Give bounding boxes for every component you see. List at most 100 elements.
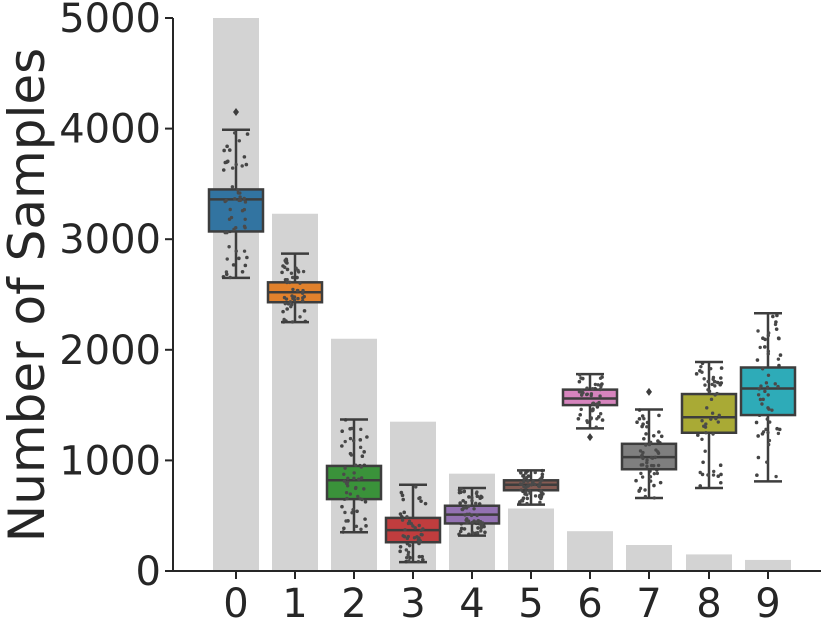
- swarm-point: [527, 489, 532, 493]
- swarm-point: [354, 524, 359, 529]
- swarm-point: [755, 358, 760, 362]
- swarm-point: [400, 518, 405, 522]
- box-9: [739, 312, 797, 483]
- swarm-point: [421, 558, 425, 562]
- bar-0: [213, 18, 259, 571]
- swarm-point: [766, 333, 771, 338]
- swarm-point: [778, 353, 783, 357]
- swarm-point: [766, 442, 771, 447]
- swarm-point: [593, 382, 598, 387]
- swarm-point: [640, 424, 644, 429]
- swarm-point: [650, 456, 655, 460]
- swarm-point: [417, 523, 421, 528]
- swarm-point: [284, 297, 289, 301]
- swarm-point: [581, 391, 585, 395]
- swarm-point: [643, 494, 648, 499]
- swarm-point: [591, 402, 595, 406]
- swarm-point: [709, 366, 713, 371]
- swarm-point: [766, 352, 770, 356]
- swarm-point: [755, 473, 759, 478]
- swarm-overlay-2: [342, 426, 366, 532]
- swarm-point: [467, 495, 471, 499]
- swarm-point: [230, 166, 235, 170]
- swarm-point: [595, 402, 600, 406]
- swarm-point: [242, 249, 247, 253]
- swarm-point: [520, 482, 524, 486]
- swarm-point: [358, 445, 363, 450]
- swarm-point: [529, 483, 534, 487]
- swarm-point: [343, 439, 347, 444]
- swarm-point: [698, 470, 702, 475]
- swarm-point: [359, 427, 363, 432]
- swarm-point: [703, 425, 708, 429]
- swarm-point: [407, 559, 411, 563]
- swarm-point: [417, 536, 421, 540]
- swarm-point: [713, 380, 717, 384]
- outlier-point: [233, 108, 239, 117]
- swarm-point: [225, 257, 229, 261]
- swarm-point: [700, 437, 704, 441]
- swarm-point: [412, 536, 417, 540]
- swarm-point: [302, 309, 307, 313]
- box-6: [561, 372, 619, 442]
- swarm-point: [459, 526, 464, 531]
- swarm-point: [228, 207, 232, 212]
- swarm-point: [718, 463, 723, 468]
- swarm-point: [577, 379, 582, 384]
- swarm-point: [417, 554, 422, 559]
- swarm-overlay-6: [577, 373, 603, 429]
- swarm-point: [296, 296, 300, 301]
- swarm-point: [406, 550, 411, 555]
- box-1: [266, 252, 324, 324]
- swarm-point: [525, 496, 530, 501]
- swarm-point: [773, 322, 778, 327]
- swarm-point: [579, 407, 583, 412]
- swarm-point: [458, 490, 463, 495]
- swarm-point: [281, 309, 285, 314]
- swarm-point: [768, 420, 772, 424]
- swarm-point: [648, 440, 653, 444]
- swarm-point: [533, 470, 537, 475]
- swarm-point: [766, 349, 771, 354]
- x-tick-label: 4: [459, 581, 484, 623]
- swarm-point: [711, 377, 715, 381]
- swarm-point: [645, 458, 649, 462]
- swarm-point: [243, 263, 248, 268]
- swarm-point: [223, 230, 227, 235]
- swarm-point: [643, 488, 647, 492]
- swarm-point: [719, 472, 723, 477]
- swarm-point: [470, 499, 474, 503]
- swarm-point: [401, 497, 406, 502]
- swarm-point: [353, 463, 358, 467]
- swarm-point: [471, 531, 475, 535]
- swarm-point: [766, 430, 770, 435]
- swarm-point: [345, 496, 349, 501]
- swarm-point: [767, 331, 771, 335]
- swarm-point: [288, 300, 293, 304]
- swarm-point: [649, 463, 654, 468]
- swarm-point: [225, 144, 229, 149]
- swarm-point: [719, 366, 724, 370]
- swarm-point: [578, 413, 582, 417]
- swarm-point: [590, 408, 594, 413]
- swarm-point: [521, 474, 525, 478]
- bar-9: [745, 559, 791, 571]
- swarm-point: [756, 393, 761, 397]
- swarm-point: [579, 376, 583, 380]
- swarm-point: [414, 485, 418, 489]
- swarm-point: [462, 527, 467, 531]
- swarm-point: [342, 526, 346, 531]
- swarm-point: [352, 476, 356, 481]
- swarm-point: [357, 477, 361, 481]
- swarm-point: [419, 528, 423, 533]
- swarm-point: [475, 513, 479, 518]
- swarm-point: [406, 553, 410, 557]
- swarm-point: [600, 418, 605, 422]
- swarm-point: [340, 429, 344, 434]
- swarm-point: [700, 472, 705, 477]
- swarm-point: [638, 449, 643, 453]
- swarm-point: [638, 486, 643, 491]
- swarm-overlay-8: [698, 364, 721, 477]
- swarm-point: [402, 510, 407, 515]
- swarm-point: [765, 385, 770, 389]
